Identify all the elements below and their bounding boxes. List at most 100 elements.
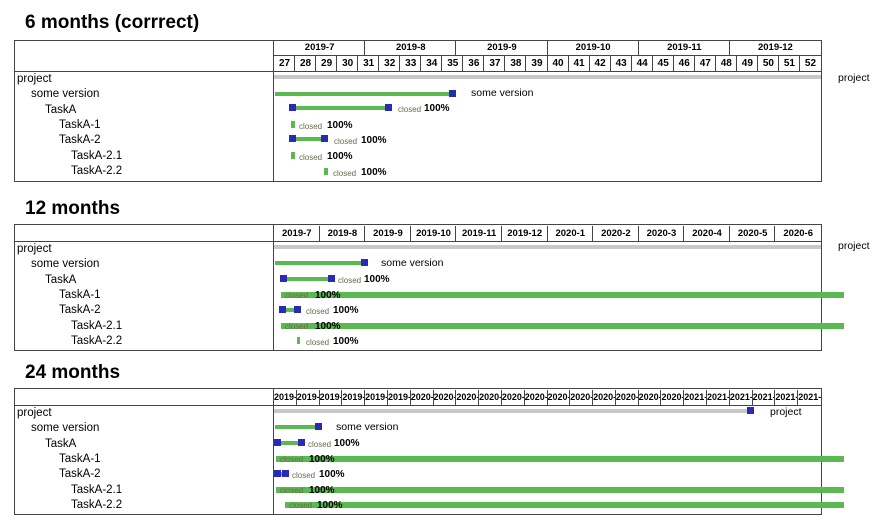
taska-2-start-marker[interactable]: [274, 470, 281, 477]
row-label[interactable]: TaskA: [45, 437, 77, 450]
taska-2-2-status: closed: [306, 338, 330, 347]
label-divider: [273, 389, 274, 514]
row-label[interactable]: TaskA-2.1: [71, 149, 123, 162]
week-divider: [483, 56, 485, 71]
week-header: 49: [741, 58, 753, 69]
taska-2-start-marker[interactable]: [279, 306, 286, 313]
row-label[interactable]: some version: [31, 258, 100, 271]
taska-2-end-marker[interactable]: [282, 470, 289, 477]
week-divider: [714, 56, 716, 71]
week-divider: [672, 56, 674, 71]
taska-2-end-marker[interactable]: [294, 306, 301, 313]
taska-end-marker[interactable]: [385, 104, 392, 111]
label-divider: [273, 41, 274, 181]
month-divider: [592, 226, 594, 241]
taska-1-bar[interactable]: [276, 456, 844, 462]
month-divider: [546, 41, 548, 55]
week-divider: [735, 56, 737, 71]
month-header: 2020-12: [661, 392, 685, 402]
taska-1-bar[interactable]: [291, 121, 295, 128]
taska-2-1-percent: 100%: [327, 151, 353, 162]
gantt-panel-24-months: 2019-72019-82019-92019-102019-112019-122…: [14, 388, 844, 515]
month-header: 2019-12: [387, 392, 411, 402]
week-header: 48: [720, 58, 732, 69]
month-divider: [409, 390, 411, 405]
month-header: 2019-10: [575, 42, 611, 53]
row-label[interactable]: TaskA-2: [59, 304, 101, 317]
month-divider: [546, 226, 548, 241]
week-divider: [294, 56, 296, 71]
row-label[interactable]: some version: [31, 88, 100, 101]
row-label[interactable]: TaskA-2.1: [71, 483, 123, 496]
week-header: 41: [573, 58, 585, 69]
row-label[interactable]: TaskA-2.1: [71, 319, 123, 332]
taska-2-2-bar[interactable]: [285, 502, 844, 508]
taska-2-status: closed: [292, 471, 316, 480]
version-bar[interactable]: [275, 92, 453, 96]
taska-bar[interactable]: [291, 106, 387, 110]
taska-start-marker[interactable]: [280, 275, 287, 282]
month-divider: [455, 41, 457, 55]
version-marker[interactable]: [449, 90, 456, 97]
row-label[interactable]: TaskA-2.2: [71, 334, 123, 347]
week-header: 30: [342, 58, 354, 69]
month-header: 2019-11: [365, 392, 388, 402]
month-divider: [409, 226, 411, 241]
taska-bar[interactable]: [282, 277, 332, 281]
row-label[interactable]: TaskA: [45, 103, 77, 116]
version-marker[interactable]: [315, 423, 322, 430]
taska-status: closed: [308, 440, 332, 449]
project-bar-label: project: [838, 240, 870, 252]
taska-bar[interactable]: [277, 441, 302, 445]
row-label[interactable]: TaskA-1: [59, 452, 101, 465]
row-label[interactable]: TaskA-2: [59, 468, 101, 481]
project-bar[interactable]: [274, 75, 821, 79]
taska-2-bar[interactable]: [291, 137, 325, 141]
row-label[interactable]: TaskA-1: [59, 288, 101, 301]
row-label[interactable]: project: [17, 73, 52, 85]
taska-2-end-marker[interactable]: [321, 135, 328, 142]
taska-2-1-bar[interactable]: [291, 152, 295, 159]
taska-end-marker[interactable]: [298, 439, 305, 446]
row-label[interactable]: TaskA: [45, 273, 77, 286]
row-label[interactable]: TaskA-2: [59, 134, 101, 147]
taska-2-1-bar[interactable]: [281, 323, 844, 329]
taska-2-bar[interactable]: [281, 308, 297, 312]
taska-2-2-bar[interactable]: [297, 337, 300, 344]
taska-2-1-bar[interactable]: [276, 487, 844, 493]
taska-1-bar[interactable]: [281, 292, 844, 298]
project-bar[interactable]: [274, 409, 750, 413]
header-bottom: [15, 405, 821, 406]
taska-start-marker[interactable]: [289, 104, 296, 111]
row-label[interactable]: project: [17, 407, 52, 419]
taska-2-start-marker[interactable]: [289, 135, 296, 142]
taska-1-percent: 100%: [327, 120, 353, 131]
taska-2-2-status: closed: [289, 501, 313, 510]
row-label[interactable]: TaskA-2.2: [71, 498, 123, 511]
row-label[interactable]: TaskA-2.2: [71, 164, 123, 177]
version-marker[interactable]: [361, 259, 368, 266]
row-label[interactable]: project: [17, 243, 52, 255]
version-bar[interactable]: [275, 425, 320, 429]
taska-2-bar[interactable]: [276, 472, 286, 476]
taska-end-marker[interactable]: [328, 275, 335, 282]
taska-2-2-percent: 100%: [317, 500, 343, 511]
taska-2-percent: 100%: [319, 469, 345, 480]
row-label[interactable]: some version: [31, 422, 100, 435]
project-marker[interactable]: [747, 407, 754, 414]
week-divider: [525, 56, 527, 71]
month-header: 2019-11: [461, 228, 497, 239]
project-bar[interactable]: [274, 245, 821, 249]
version-bar[interactable]: [275, 261, 365, 265]
month-divider: [386, 390, 388, 405]
month-divider: [455, 390, 457, 405]
taska-2-2-bar[interactable]: [324, 168, 328, 175]
taska-2-1-status: closed: [280, 486, 304, 495]
taska-start-marker[interactable]: [274, 439, 281, 446]
row-label[interactable]: TaskA-1: [59, 118, 101, 131]
week-header: 52: [804, 58, 817, 69]
month-divider: [728, 41, 730, 55]
month-header: 2019-9: [319, 392, 343, 402]
month-divider: [364, 226, 366, 241]
week-header: 27: [278, 58, 291, 69]
